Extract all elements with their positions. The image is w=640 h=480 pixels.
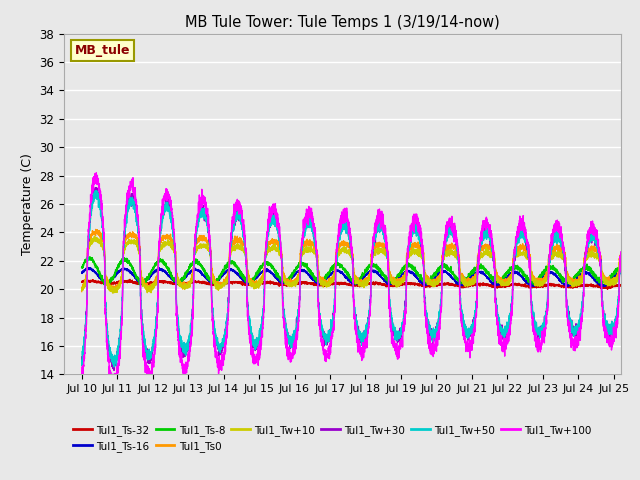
Tul1_Ts-32: [522, 284, 529, 290]
Tul1_Ts-16: [549, 270, 557, 276]
Tul1_Tw+50: [549, 239, 557, 245]
Tul1_Ts0: [564, 271, 572, 276]
Tul1_Ts-32: [417, 281, 425, 287]
Tul1_Ts-16: [527, 284, 534, 289]
Tul1_Ts0: [387, 274, 395, 280]
Tul1_Ts-8: [387, 279, 395, 285]
Tul1_Tw+10: [196, 245, 204, 251]
Tul1_Ts-8: [86, 254, 93, 260]
Tul1_Ts-16: [564, 282, 572, 288]
Line: Tul1_Tw+100: Tul1_Tw+100: [82, 173, 640, 374]
Tul1_Tw+100: [417, 235, 425, 241]
Tul1_Tw+10: [522, 252, 529, 258]
Tul1_Ts-16: [85, 265, 93, 271]
Tul1_Ts0: [92, 227, 99, 232]
Tul1_Tw+50: [522, 239, 529, 244]
Tul1_Ts-8: [549, 265, 557, 271]
Tul1_Tw+30: [522, 237, 529, 242]
Tul1_Tw+30: [564, 309, 572, 314]
Tul1_Tw+10: [91, 233, 99, 239]
Tul1_Tw+50: [564, 311, 572, 316]
Line: Tul1_Ts-8: Tul1_Ts-8: [82, 257, 640, 286]
Tul1_Ts0: [196, 237, 204, 243]
Tul1_Tw+100: [196, 207, 204, 213]
Tul1_Tw+10: [564, 274, 572, 280]
Tul1_Ts0: [549, 246, 557, 252]
Tul1_Tw+50: [92, 188, 100, 193]
Tul1_Tw+30: [78, 361, 86, 367]
Tul1_Ts0: [522, 247, 529, 252]
Tul1_Ts-32: [387, 283, 394, 288]
Tul1_Ts-32: [126, 276, 134, 282]
Tul1_Tw+100: [78, 372, 86, 377]
Tul1_Ts-16: [196, 269, 204, 275]
Text: MB_tule: MB_tule: [75, 44, 131, 57]
Tul1_Tw+50: [78, 359, 86, 364]
Tul1_Tw+30: [196, 210, 204, 216]
Tul1_Ts-16: [78, 270, 86, 276]
Tul1_Tw+10: [417, 253, 425, 259]
Tul1_Tw+100: [387, 319, 394, 324]
Tul1_Ts-16: [522, 278, 529, 284]
Y-axis label: Temperature (C): Temperature (C): [20, 153, 34, 255]
Tul1_Tw+100: [549, 230, 557, 236]
Line: Tul1_Ts0: Tul1_Ts0: [82, 229, 640, 292]
Tul1_Tw+100: [564, 317, 572, 323]
Tul1_Tw+50: [110, 364, 118, 370]
Tul1_Ts-32: [604, 287, 611, 292]
Tul1_Tw+50: [196, 209, 204, 215]
Line: Tul1_Ts-32: Tul1_Ts-32: [82, 279, 640, 289]
Legend: Tul1_Ts-32, Tul1_Ts-16, Tul1_Ts-8, Tul1_Ts0, Tul1_Tw+10, Tul1_Tw+30, Tul1_Tw+50,: Tul1_Ts-32, Tul1_Ts-16, Tul1_Ts-8, Tul1_…: [69, 420, 596, 456]
Tul1_Ts-32: [196, 280, 204, 286]
Tul1_Tw+30: [387, 313, 395, 319]
Tul1_Tw+30: [549, 240, 557, 245]
Tul1_Ts-8: [564, 279, 572, 285]
Tul1_Tw+100: [522, 230, 529, 236]
Tul1_Ts-8: [417, 276, 425, 281]
Tul1_Tw+10: [387, 277, 395, 283]
Tul1_Ts-8: [196, 263, 204, 268]
Title: MB Tule Tower: Tule Temps 1 (3/19/14-now): MB Tule Tower: Tule Temps 1 (3/19/14-now…: [185, 15, 500, 30]
Tul1_Ts-8: [106, 283, 113, 288]
Line: Tul1_Ts-16: Tul1_Ts-16: [82, 268, 640, 287]
Tul1_Tw+50: [387, 314, 395, 320]
Tul1_Ts0: [78, 288, 86, 294]
Tul1_Ts-16: [417, 279, 425, 285]
Tul1_Tw+30: [110, 368, 118, 373]
Tul1_Ts-32: [78, 279, 86, 285]
Line: Tul1_Tw+10: Tul1_Tw+10: [82, 236, 640, 293]
Tul1_Tw+30: [417, 241, 425, 247]
Tul1_Ts-16: [387, 281, 394, 287]
Tul1_Ts-32: [549, 282, 557, 288]
Tul1_Tw+50: [417, 240, 425, 246]
Tul1_Tw+10: [109, 290, 116, 296]
Tul1_Tw+10: [549, 254, 557, 260]
Line: Tul1_Tw+30: Tul1_Tw+30: [82, 188, 640, 371]
Tul1_Tw+30: [93, 185, 100, 191]
Tul1_Ts-8: [78, 265, 86, 271]
Tul1_Tw+100: [92, 170, 100, 176]
Tul1_Ts0: [109, 289, 116, 295]
Tul1_Tw+10: [78, 287, 86, 293]
Tul1_Ts0: [417, 247, 425, 253]
Tul1_Ts-32: [564, 284, 572, 290]
Line: Tul1_Tw+50: Tul1_Tw+50: [82, 191, 640, 367]
Tul1_Ts-8: [522, 273, 529, 278]
